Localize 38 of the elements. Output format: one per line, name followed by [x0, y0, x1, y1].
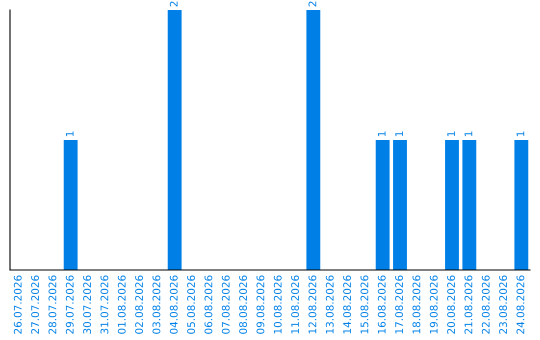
x-tick-label: 31.07.2026: [100, 276, 108, 334]
x-tick-label: 12.08.2026: [308, 276, 316, 334]
x-tick-label: 10.08.2026: [274, 276, 282, 334]
x-tick-label: 05.08.2026: [187, 276, 196, 334]
x-tick-label: 29.07.2026: [66, 276, 74, 334]
x-tick-label: 02.08.2026: [135, 276, 144, 334]
x-tick-label: 21.08.2026: [464, 276, 472, 334]
x-tick-label: 01.08.2026: [118, 276, 126, 334]
x-tick-label: 09.08.2026: [256, 276, 264, 334]
x-tick-label: 16.08.2026: [378, 276, 386, 334]
x-tick-label: 22.08.2026: [482, 276, 490, 334]
x-tick-label: 28.07.2026: [48, 276, 56, 334]
x-tick-label: 14.08.2026: [343, 276, 352, 334]
x-tick-label: 26.07.2026: [14, 276, 22, 334]
x-tick-label: 27.07.2026: [31, 276, 40, 334]
data-label: 1: [464, 132, 472, 136]
x-tick-label: 24.08.2026: [516, 276, 524, 334]
x-tick-label: 19.08.2026: [430, 276, 438, 334]
x-tick-label: 15.08.2026: [360, 276, 368, 334]
data-label: 1: [516, 132, 524, 136]
x-tick-label: 04.08.2026: [170, 276, 178, 334]
data-label: 2: [170, 2, 178, 6]
x-tick-label: 17.08.2026: [395, 276, 404, 334]
x-tick-label: 23.08.2026: [499, 276, 508, 334]
x-tick-label: 06.08.2026: [204, 276, 212, 334]
x-tick-label: 13.08.2026: [326, 276, 334, 334]
x-tick-label: 11.08.2026: [291, 276, 300, 334]
x-tick-label: 07.08.2026: [222, 276, 230, 334]
data-label: 1: [66, 132, 74, 136]
data-label: 2: [308, 2, 316, 6]
x-tick-label: 20.08.2026: [447, 276, 456, 334]
x-tick-label: 03.08.2026: [152, 276, 160, 334]
x-tick-label: 18.08.2026: [412, 276, 420, 334]
data-label: 1: [378, 132, 386, 136]
data-label: 1: [447, 132, 455, 136]
x-tick-label: 30.07.2026: [83, 276, 92, 334]
x-tick-label: 08.08.2026: [239, 276, 248, 334]
data-label: 1: [395, 132, 403, 136]
